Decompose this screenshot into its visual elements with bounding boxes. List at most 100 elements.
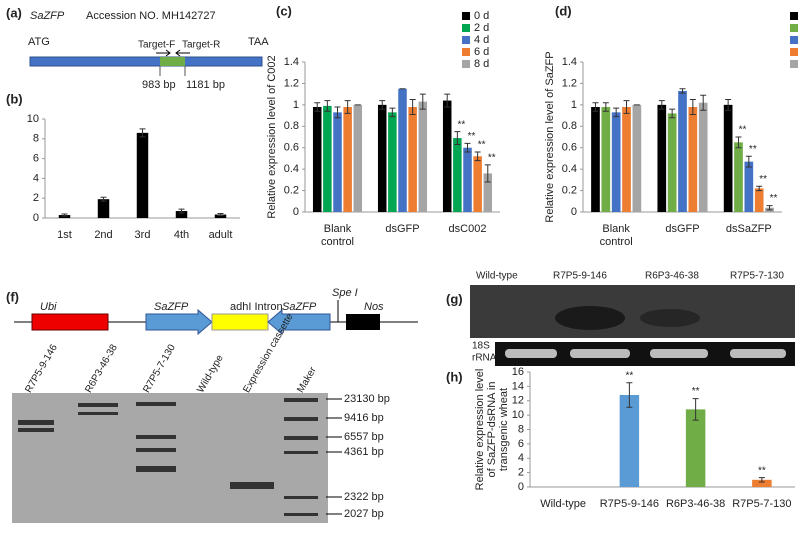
marker-label: 4361 bp	[344, 446, 384, 458]
bar	[442, 100, 452, 212]
bar	[398, 88, 407, 212]
error-bar	[454, 131, 461, 145]
marker-arrows	[326, 398, 342, 515]
x-tick-label: Wild-type	[540, 498, 586, 510]
panel-label: (g)	[446, 291, 463, 306]
y-axis-label: Relative expression level of C002	[266, 55, 278, 218]
legend-swatch	[462, 60, 470, 68]
blot-signal	[640, 309, 700, 327]
legend-label: 6 d	[474, 46, 489, 58]
error-bar	[679, 88, 686, 94]
panel-label: (b)	[6, 91, 23, 106]
control-label: 18S	[472, 341, 490, 352]
y-tick-label: 1.4	[284, 56, 299, 68]
error-bar	[484, 164, 491, 183]
position: 1181 bp	[186, 79, 225, 91]
y-tick-label: 1.2	[562, 77, 577, 89]
bar	[734, 142, 743, 212]
primer: Target-F	[138, 40, 175, 51]
y-tick-label: 6	[518, 438, 524, 450]
bar	[343, 107, 352, 212]
blot-signal	[555, 306, 625, 330]
lane-label: R6P3-46-38	[645, 271, 699, 282]
error-bar	[464, 142, 471, 153]
bar	[323, 105, 332, 212]
error-bar	[474, 151, 481, 162]
x-tick-label: dsGFP	[665, 223, 699, 235]
error-bar	[735, 136, 742, 149]
bar	[136, 132, 149, 218]
element-label: Nos	[364, 301, 384, 313]
gene-arrow	[145, 308, 213, 336]
bar	[723, 104, 733, 212]
error-bar	[700, 94, 707, 111]
y-tick-label: 10	[27, 113, 39, 125]
intron	[211, 313, 269, 331]
lane-label: R7P5-9-146	[23, 342, 60, 395]
y-tick-label: 2	[33, 192, 39, 204]
bar	[688, 107, 698, 212]
control-label: rRNA	[472, 353, 497, 364]
significance: **	[749, 144, 757, 155]
y-tick-label: 0.2	[562, 184, 577, 196]
error-bar	[613, 107, 620, 118]
significance: **	[478, 140, 486, 151]
error-bar	[602, 102, 609, 112]
accession: Accession NO. MH142727	[86, 10, 216, 22]
bar	[408, 107, 417, 212]
bar	[377, 104, 387, 212]
x-tick-label: R7P5-7-130	[732, 498, 791, 510]
bar	[473, 156, 482, 212]
panel-label: (d)	[555, 3, 572, 18]
bar	[312, 107, 322, 212]
y-tick-label: 14	[512, 380, 524, 392]
lane-label: R7P5-7-130	[730, 271, 784, 282]
bar	[752, 479, 772, 487]
bar	[754, 188, 764, 212]
x-tick-label: R7P5-9-146	[600, 498, 659, 510]
lane-label: R7P5-7-130	[141, 342, 178, 395]
y-tick-label: 0.6	[562, 142, 577, 154]
error-bar	[725, 99, 732, 111]
y-tick-label: 1	[571, 99, 577, 111]
marker-label: 9416 bp	[344, 412, 384, 424]
bar	[418, 101, 428, 212]
error-bar	[766, 205, 773, 211]
error-bar	[756, 185, 763, 192]
x-tick-label: 4th	[174, 229, 189, 241]
bar	[175, 211, 188, 218]
panel-a: (a) SaZFP Accession NO. MH142727 ATG TAA…	[6, 5, 269, 90]
y-tick-label: 0	[571, 206, 577, 218]
gene-bar	[29, 56, 263, 67]
gene-name: SaZFP	[30, 10, 65, 22]
lane-label: Wild-type	[476, 271, 518, 282]
legend-swatch	[462, 12, 470, 20]
position: 983 bp	[142, 79, 176, 91]
primer: Target-R	[182, 40, 220, 51]
significance: **	[488, 152, 496, 163]
lane-label: Maker	[295, 365, 319, 395]
legend-swatch	[790, 12, 798, 20]
legend-swatch	[790, 36, 798, 44]
marker-label: 2027 bp	[344, 508, 384, 520]
error-bar	[379, 100, 386, 110]
bar	[685, 409, 706, 487]
y-axis-label: Relative expression level	[474, 369, 486, 491]
error-bar	[745, 155, 752, 168]
bar	[483, 173, 493, 212]
y-tick-label: 10	[512, 409, 524, 421]
y-tick-label: 12	[512, 395, 524, 407]
stop-codon: TAA	[248, 36, 269, 48]
y-axis-label: transgenic wheat	[498, 388, 510, 471]
element-label: Ubi	[40, 301, 57, 313]
lane-label: R6P3-46-38	[83, 342, 120, 395]
lane-label: R7P5-9-146	[553, 271, 607, 282]
panel-label: (a)	[6, 5, 22, 20]
panel-f: (f) Ubi SaZFP adhI Intron SaZFP Spe I No…	[6, 287, 418, 523]
significance: **	[625, 370, 633, 381]
significance: **	[457, 119, 465, 130]
legend-label: 2 d	[474, 22, 489, 34]
error-bar	[409, 99, 416, 115]
x-tick-label: R6P3-46-38	[666, 498, 725, 510]
